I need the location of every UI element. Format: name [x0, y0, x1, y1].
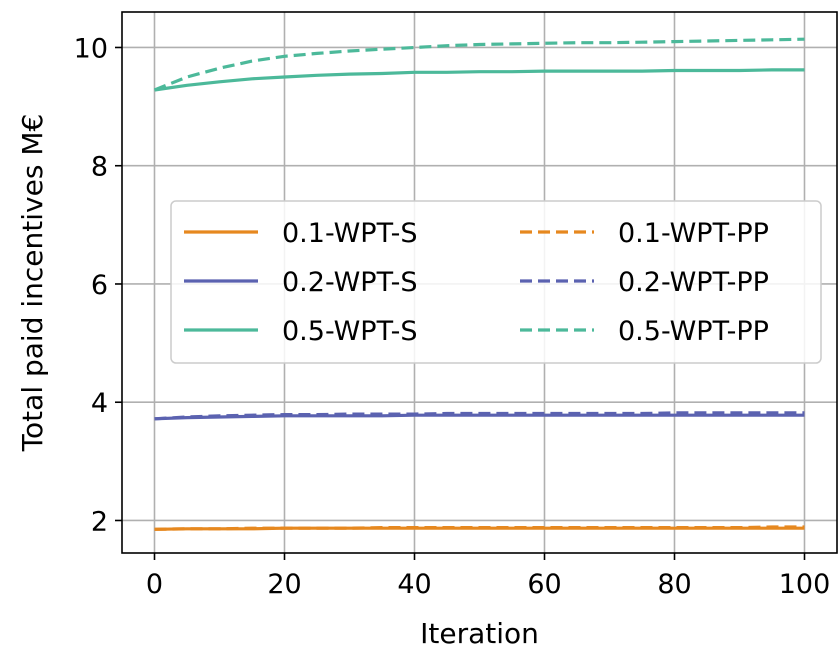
series-line-0.1-WPT-PP — [154, 525, 805, 531]
series-line-0.2-WPT-PP — [154, 411, 805, 421]
series-line-0.5-WPT-PP — [153, 37, 805, 92]
x-axis-label: Iteration — [420, 617, 539, 645]
x-tick-label: 100 — [779, 569, 831, 600]
x-tick-label: 40 — [397, 569, 431, 600]
y-axis-label: Total paid incentives M€ — [16, 114, 49, 453]
legend: 0.1-WPT-S 0.2-WPT-S 0.5-WPT-S 0.1-WPT-PP 0.2… — [170, 200, 822, 364]
legend-box — [170, 200, 822, 364]
plot-frame — [121, 11, 838, 554]
x-tick-label: 0 — [146, 569, 163, 600]
legend-label: 0.5-WPT-S — [282, 316, 417, 347]
y-tick-label: 8 — [91, 152, 108, 183]
legend-label: 0.2-WPT-S — [282, 267, 417, 298]
legend-label: 0.1-WPT-S — [282, 218, 417, 249]
series-line-0.5-WPT-S — [154, 68, 805, 92]
legend-label: 0.5-WPT-PP — [618, 316, 769, 347]
x-tick-label: 80 — [657, 569, 691, 600]
y-tick-label: 10 — [74, 33, 108, 64]
series-lines — [153, 37, 805, 531]
y-tick-label: 6 — [91, 270, 108, 301]
legend-label: 0.2-WPT-PP — [618, 267, 769, 298]
y-tick-label: 2 — [91, 506, 108, 537]
legend-label: 0.1-WPT-PP — [618, 218, 769, 249]
y-tick-label: 4 — [91, 388, 108, 419]
x-tick-label: 60 — [527, 569, 561, 600]
x-tick-label: 20 — [267, 569, 301, 600]
axis-ticks: 0 20 40 60 80 100 2 4 6 8 10 — [74, 33, 831, 600]
